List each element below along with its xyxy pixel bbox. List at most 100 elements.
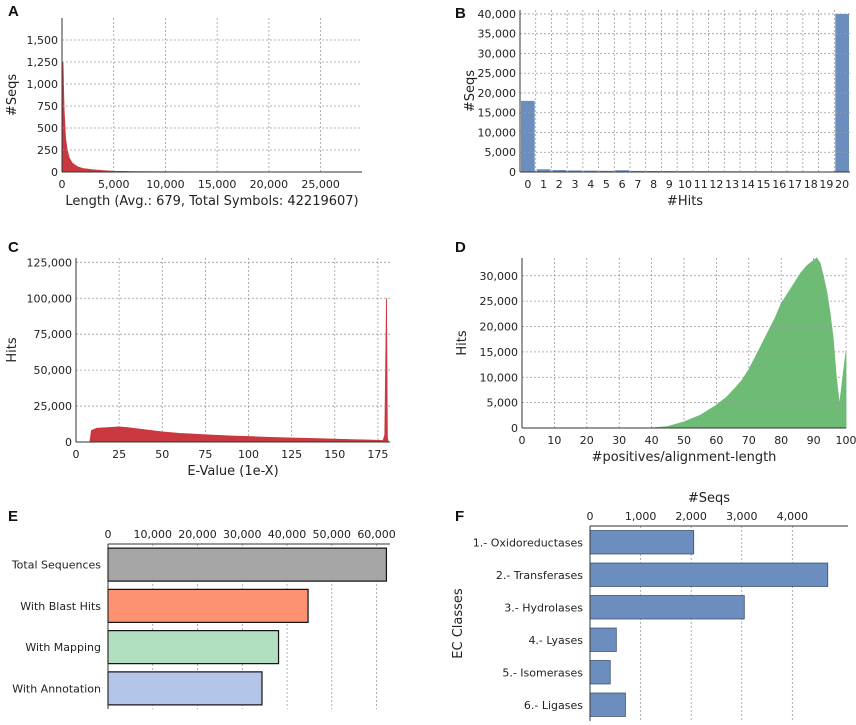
- category-label: 5.- Isomerases: [502, 666, 583, 679]
- x-tick-label: 15: [757, 178, 771, 191]
- y-tick-label: 750: [37, 100, 58, 113]
- panel-a: A 0 5,000 10,000 15,000 20,000 25,000 0 250 500 75…: [5, 3, 363, 209]
- y-tick-label: 0: [65, 436, 72, 449]
- x-tick-label: 10: [547, 434, 561, 447]
- y-tick-label: 40,000: [478, 8, 517, 21]
- x-axis-label: Length (Avg.: 679, Total Symbols: 422196…: [65, 194, 358, 209]
- x-tick-label: 19: [819, 178, 833, 191]
- panel-letter-e: E: [8, 508, 18, 525]
- bar-4.- Lyases: [589, 627, 617, 652]
- y-tick-label: 25,000: [480, 295, 519, 308]
- x-tick-label: 12: [709, 178, 723, 191]
- bar-3: [568, 170, 582, 172]
- x-tick-label: 150: [324, 448, 345, 461]
- category-label: 3.- Hydrolases: [504, 601, 583, 614]
- y-tick-label: 1,000: [27, 78, 59, 91]
- bar-7: [631, 170, 645, 172]
- bar-0: [521, 100, 535, 172]
- x-tick-label: 6: [619, 178, 626, 191]
- y-tick-label: 0: [51, 166, 58, 179]
- y-axis-label: #Seqs: [463, 70, 478, 112]
- x-tick-label: 100: [836, 434, 856, 447]
- x-tick-label: 11: [694, 178, 708, 191]
- x-tick-label: 70: [742, 434, 756, 447]
- x-tick-label: 60,000: [357, 528, 396, 541]
- y-tick-label: 0: [511, 422, 518, 435]
- bar-1.- Oxidoreductases: [589, 530, 695, 555]
- x-tick-label: 10,000: [146, 178, 185, 191]
- category-label: 2.- Transferases: [496, 569, 583, 582]
- panel-letter-a: A: [8, 3, 19, 20]
- y-tick-label: 75,000: [34, 328, 73, 341]
- y-axis-label: #Seqs: [5, 74, 20, 116]
- x-tick-label: 4: [587, 178, 594, 191]
- x-tick-label: 30: [612, 434, 626, 447]
- y-tick-label: 250: [37, 144, 58, 157]
- category-label: Total Sequences: [11, 559, 101, 572]
- x-tick-label: 2: [556, 178, 563, 191]
- bar-3.- Hydrolases: [589, 595, 745, 620]
- bar-With Blast Hits: [107, 588, 309, 623]
- x-axis-label: E-Value (1e-X): [187, 464, 278, 479]
- bar-6.- Ligases: [589, 692, 626, 717]
- x-tick-label: 1,000: [625, 510, 657, 523]
- x-tick-label: 13: [725, 178, 739, 191]
- y-tick-label: 5,000: [487, 397, 519, 410]
- x-tick-label: 8: [650, 178, 657, 191]
- panel-f: F 0 1,000 2,000 3,000 4,000 1.- Oxidoreductase…: [451, 491, 848, 721]
- y-tick-label: 30,000: [480, 270, 519, 283]
- x-tick-label: 50: [677, 434, 691, 447]
- y-tick-label: 1,250: [27, 56, 59, 69]
- x-tick-label: 50: [155, 448, 169, 461]
- x-tick-label: 17: [788, 178, 802, 191]
- category-label: 4.- Lyases: [528, 634, 583, 647]
- x-tick-label: 20,000: [178, 528, 217, 541]
- y-tick-label: 50,000: [34, 364, 73, 377]
- x-axis-label: #Hits: [667, 194, 703, 209]
- y-axis-label: Hits: [455, 330, 470, 355]
- x-axis-label: #Seqs: [688, 491, 730, 506]
- x-tick-label: 175: [367, 448, 388, 461]
- x-tick-label: 90: [807, 434, 821, 447]
- bar-2.- Transferases: [589, 562, 829, 587]
- x-tick-label: 75: [198, 448, 212, 461]
- category-label: With Blast Hits: [20, 600, 101, 613]
- x-tick-label: 2,000: [675, 510, 707, 523]
- bar-5: [599, 170, 614, 172]
- x-tick-label: 40: [645, 434, 659, 447]
- panel-letter-b: B: [455, 5, 466, 22]
- x-tick-label: 9: [666, 178, 673, 191]
- y-axis-label: EC Classes: [451, 588, 466, 659]
- x-tick-label: 100: [238, 448, 259, 461]
- y-tick-label: 20,000: [480, 321, 519, 334]
- y-tick-label: 500: [37, 122, 58, 135]
- y-tick-label: 10,000: [480, 371, 519, 384]
- y-tick-label: 25,000: [478, 67, 517, 80]
- x-tick-label: 0: [73, 448, 80, 461]
- y-tick-label: 35,000: [478, 28, 517, 41]
- x-tick-label: 20: [835, 178, 849, 191]
- x-tick-label: 0: [105, 528, 112, 541]
- x-tick-label: 0: [524, 178, 531, 191]
- panel-b: B0 1 2 3 4 5 6 7 8 9 10 11 12 13 14 15 16 17 18 19 2005,0001…: [455, 5, 850, 209]
- x-tick-label: 50,000: [313, 528, 352, 541]
- category-label: 1.- Oxidoreductases: [473, 536, 584, 549]
- category-label: With Mapping: [25, 641, 101, 654]
- x-tick-label: 5,000: [98, 178, 130, 191]
- x-tick-label: 30,000: [223, 528, 262, 541]
- category-label: 6.- Ligases: [524, 699, 583, 712]
- x-tick-label: 20: [580, 434, 594, 447]
- x-tick-label: 125: [281, 448, 302, 461]
- x-tick-label: 20,000: [250, 178, 289, 191]
- x-tick-label: 15,000: [198, 178, 237, 191]
- y-tick-label: 125,000: [27, 256, 73, 269]
- y-tick-label: 0: [509, 166, 516, 179]
- bar-Total Sequences: [107, 547, 388, 582]
- x-tick-label: 25: [112, 448, 126, 461]
- y-tick-label: 1,500: [27, 34, 59, 47]
- x-axis-label: #positives/alignment-length: [592, 450, 777, 465]
- x-tick-label: 3: [572, 178, 579, 191]
- x-tick-label: 0: [59, 178, 66, 191]
- bar-With Annotation: [107, 671, 263, 706]
